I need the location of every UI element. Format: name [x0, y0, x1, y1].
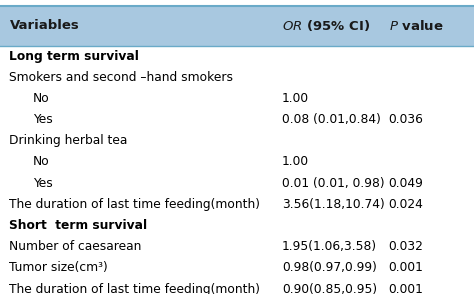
Text: The duration of last time feeding(month): The duration of last time feeding(month)	[9, 283, 261, 294]
Text: $\mathit{OR}$ (95% CI): $\mathit{OR}$ (95% CI)	[282, 18, 370, 33]
Bar	[0, 88, 474, 109]
Bar	[0, 278, 474, 294]
Text: Number of caesarean: Number of caesarean	[9, 240, 142, 253]
Text: 0.032: 0.032	[389, 240, 424, 253]
Text: 0.001: 0.001	[389, 261, 424, 274]
Text: 0.001: 0.001	[389, 283, 424, 294]
Bar	[0, 215, 474, 236]
Text: 1.95(1.06,3.58): 1.95(1.06,3.58)	[282, 240, 377, 253]
Text: Variables: Variables	[9, 19, 79, 32]
Text: No: No	[33, 156, 50, 168]
Text: 0.90(0.85,0.95): 0.90(0.85,0.95)	[282, 283, 377, 294]
Text: 0.98(0.97,0.99): 0.98(0.97,0.99)	[282, 261, 377, 274]
Text: 1.00: 1.00	[282, 156, 309, 168]
Text: 3.56(1.18,10.74): 3.56(1.18,10.74)	[282, 198, 385, 211]
Bar	[0, 151, 474, 173]
Text: Yes: Yes	[33, 113, 53, 126]
Bar	[0, 130, 474, 151]
Text: 0.08 (0.01,0.84): 0.08 (0.01,0.84)	[282, 113, 381, 126]
Text: Long term survival: Long term survival	[9, 50, 139, 63]
Bar	[0, 194, 474, 215]
Text: No: No	[33, 92, 50, 105]
Text: $\mathit{P}$ value: $\mathit{P}$ value	[389, 19, 443, 33]
Bar	[0, 236, 474, 257]
Bar	[0, 6, 474, 46]
Text: The duration of last time feeding(month): The duration of last time feeding(month)	[9, 198, 261, 211]
Bar	[0, 46, 474, 67]
Text: Drinking herbal tea: Drinking herbal tea	[9, 134, 128, 147]
Text: 1.00: 1.00	[282, 92, 309, 105]
Text: 0.036: 0.036	[389, 113, 424, 126]
Bar	[0, 109, 474, 130]
Bar	[0, 257, 474, 278]
Text: Tumor size(cm³): Tumor size(cm³)	[9, 261, 108, 274]
Text: 0.024: 0.024	[389, 198, 424, 211]
Text: Yes: Yes	[33, 177, 53, 190]
Bar	[0, 67, 474, 88]
Text: 0.01 (0.01, 0.98): 0.01 (0.01, 0.98)	[282, 177, 385, 190]
Text: 0.049: 0.049	[389, 177, 424, 190]
Text: Smokers and second –hand smokers: Smokers and second –hand smokers	[9, 71, 234, 84]
Bar	[0, 173, 474, 194]
Text: Short  term survival: Short term survival	[9, 219, 147, 232]
